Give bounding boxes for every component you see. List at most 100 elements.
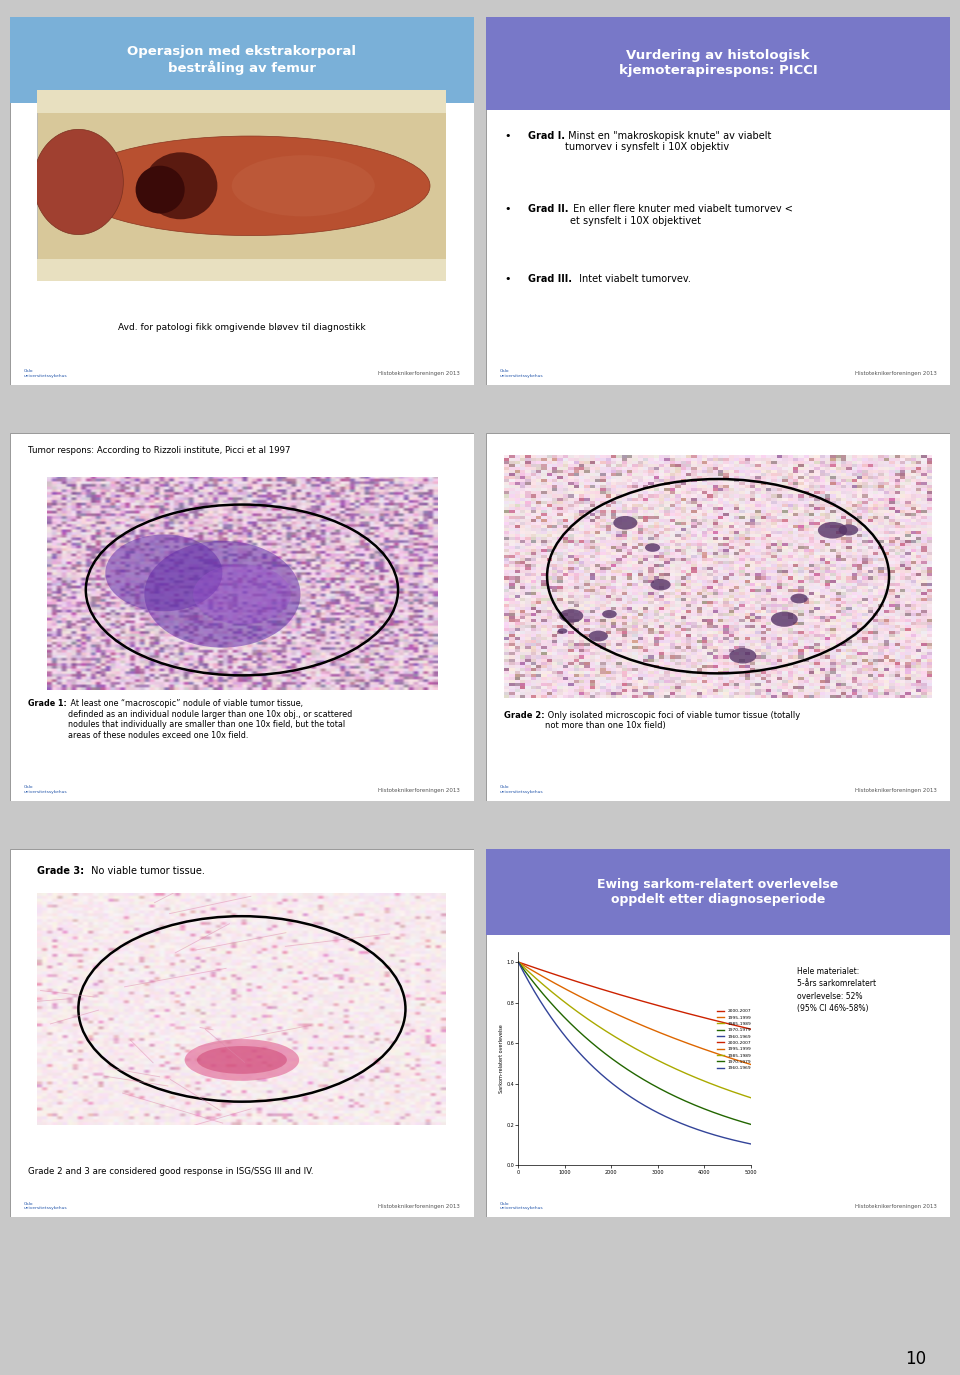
1970-1979 bbox=[651, 1078, 662, 1094]
Text: Grade 1:: Grade 1: bbox=[28, 700, 67, 708]
1985-1989 bbox=[513, 954, 524, 971]
Ellipse shape bbox=[645, 543, 660, 551]
1970-1979 bbox=[514, 954, 525, 971]
Ellipse shape bbox=[231, 155, 374, 216]
Text: •: • bbox=[504, 274, 511, 285]
1970-1979 bbox=[708, 1104, 720, 1121]
2000-2007 bbox=[655, 998, 666, 1015]
1995-1999 bbox=[723, 1049, 734, 1066]
Ellipse shape bbox=[135, 166, 184, 213]
Ellipse shape bbox=[588, 631, 608, 642]
1985-1989 bbox=[745, 1089, 756, 1106]
Text: Vurdering av histologisk
kjemoterapirespons: PICCI: Vurdering av histologisk kjemoterapiresp… bbox=[618, 49, 818, 77]
Ellipse shape bbox=[184, 1040, 300, 1081]
Text: Histoteknikerforeningen 2013: Histoteknikerforeningen 2013 bbox=[854, 1203, 936, 1209]
1985-1989 bbox=[514, 954, 525, 971]
Text: •: • bbox=[504, 205, 511, 214]
Text: Oslo
universitetssykehus: Oslo universitetssykehus bbox=[500, 785, 543, 795]
Text: 10: 10 bbox=[905, 1350, 926, 1368]
2000-2007 bbox=[708, 1012, 720, 1028]
Line: 1970-1979: 1970-1979 bbox=[518, 962, 751, 1125]
1985-1989 bbox=[650, 1050, 661, 1067]
1970-1979 bbox=[513, 954, 524, 971]
Bar bbox=[37, 91, 446, 113]
1995-1999 bbox=[651, 1023, 662, 1040]
Line: 2000-2007: 2000-2007 bbox=[518, 962, 751, 1028]
2000-2007 bbox=[651, 997, 662, 1013]
Ellipse shape bbox=[34, 129, 123, 235]
Ellipse shape bbox=[651, 579, 671, 590]
1960-1969 bbox=[708, 1126, 720, 1143]
1985-1989 bbox=[723, 1082, 734, 1099]
Text: Grad III.: Grad III. bbox=[528, 274, 571, 285]
Text: Histoteknikerforeningen 2013: Histoteknikerforeningen 2013 bbox=[854, 371, 936, 377]
Legend: 2000-2007, 1995-1999, 1985-1989, 1970-1979, 1960-1969, 2000-2007, 1995-1999, 198: 2000-2007, 1995-1999, 1985-1989, 1970-19… bbox=[715, 1008, 753, 1072]
1995-1999 bbox=[745, 1056, 756, 1072]
Text: Oslo
universitetssykehus: Oslo universitetssykehus bbox=[500, 1202, 543, 1210]
Ellipse shape bbox=[730, 648, 756, 664]
1985-1989 bbox=[651, 1052, 662, 1068]
Ellipse shape bbox=[818, 522, 847, 539]
Text: Grade 3:: Grade 3: bbox=[37, 866, 84, 876]
1970-1979 bbox=[655, 1081, 666, 1097]
1995-1999 bbox=[514, 954, 525, 971]
Text: Histoteknikerforeningen 2013: Histoteknikerforeningen 2013 bbox=[378, 371, 460, 377]
Text: Avd. for patologi fikk omgivende bløvev til diagnostikk: Avd. for patologi fikk omgivende bløvev … bbox=[118, 323, 366, 331]
Ellipse shape bbox=[560, 609, 584, 623]
Text: Histoteknikerforeningen 2013: Histoteknikerforeningen 2013 bbox=[854, 788, 936, 792]
Text: No viable tumor tissue.: No viable tumor tissue. bbox=[87, 866, 204, 876]
Text: Ewing sarkom-relatert overlevelse
oppdelt etter diagnoseperiode: Ewing sarkom-relatert overlevelse oppdel… bbox=[597, 879, 839, 906]
2000-2007 bbox=[513, 954, 524, 971]
Y-axis label: Sarkom-relatert overlevelse: Sarkom-relatert overlevelse bbox=[498, 1024, 504, 1093]
Bar bbox=[486, 16, 950, 110]
Text: At least one “macroscopic” nodule of viable tumor tissue,
definded as an individ: At least one “macroscopic” nodule of via… bbox=[68, 700, 352, 740]
Text: Grad II.: Grad II. bbox=[528, 205, 568, 214]
2000-2007 bbox=[514, 954, 525, 971]
1995-1999 bbox=[513, 954, 524, 971]
2000-2007 bbox=[745, 1020, 756, 1037]
Ellipse shape bbox=[790, 594, 807, 604]
Text: Grad I.: Grad I. bbox=[528, 131, 564, 140]
Line: 1960-1969: 1960-1969 bbox=[518, 962, 751, 1144]
Ellipse shape bbox=[106, 535, 223, 612]
Text: Tumor respons: According to Rizzoli institute, Picci et al 1997: Tumor respons: According to Rizzoli inst… bbox=[28, 446, 291, 455]
Text: Oslo
universitetssykehus: Oslo universitetssykehus bbox=[24, 785, 67, 795]
Ellipse shape bbox=[602, 610, 616, 619]
Ellipse shape bbox=[613, 516, 637, 529]
Ellipse shape bbox=[839, 524, 858, 535]
Line: 1995-1999: 1995-1999 bbox=[518, 962, 751, 1064]
1960-1969 bbox=[650, 1103, 661, 1119]
1985-1989 bbox=[708, 1077, 720, 1093]
1970-1979 bbox=[650, 1078, 661, 1094]
Bar bbox=[37, 258, 446, 282]
1960-1969 bbox=[651, 1104, 662, 1121]
Text: Oslo
universitetssykehus: Oslo universitetssykehus bbox=[24, 1202, 67, 1210]
Text: Histoteknikerforeningen 2013: Histoteknikerforeningen 2013 bbox=[378, 1203, 460, 1209]
Text: Minst en "makroskopisk knute" av viabelt
tumorvev i synsfelt i 10X objektiv: Minst en "makroskopisk knute" av viabelt… bbox=[565, 131, 771, 153]
1960-1969 bbox=[513, 954, 524, 971]
Text: Hele materialet:
5-års sarkomrelatert
overlevelse: 52%
(95% CI 46%-58%): Hele materialet: 5-års sarkomrelatert ov… bbox=[797, 967, 876, 1013]
1960-1969 bbox=[655, 1106, 666, 1122]
1995-1999 bbox=[708, 1045, 720, 1062]
Ellipse shape bbox=[558, 628, 567, 634]
Text: Only isolated microscopic foci of viable tumor tissue (totally
not more than one: Only isolated microscopic foci of viable… bbox=[545, 711, 801, 730]
Text: Oslo
universitetssykehus: Oslo universitetssykehus bbox=[500, 370, 543, 378]
Ellipse shape bbox=[144, 540, 300, 648]
1995-1999 bbox=[650, 1023, 661, 1040]
1960-1969 bbox=[723, 1130, 734, 1147]
Line: 1985-1989: 1985-1989 bbox=[518, 962, 751, 1097]
Ellipse shape bbox=[771, 612, 798, 627]
Bar bbox=[10, 16, 474, 103]
Text: En eller flere knuter med viabelt tumorvev <
et synsfelt i 10X objektivet: En eller flere knuter med viabelt tumorv… bbox=[570, 205, 793, 226]
Text: Grade 2 and 3 are considered good response in ISG/SSG III and IV.: Grade 2 and 3 are considered good respon… bbox=[28, 1167, 314, 1176]
Text: Operasjon med ekstrakorporal
bestråling av femur: Operasjon med ekstrakorporal bestråling … bbox=[128, 45, 356, 74]
1960-1969 bbox=[514, 956, 525, 972]
1970-1979 bbox=[745, 1116, 756, 1133]
1960-1969 bbox=[745, 1136, 756, 1152]
Text: Intet viabelt tumorvev.: Intet viabelt tumorvev. bbox=[576, 274, 690, 285]
Text: Histoteknikerforeningen 2013: Histoteknikerforeningen 2013 bbox=[378, 788, 460, 792]
Bar bbox=[486, 848, 950, 935]
Text: •: • bbox=[504, 131, 511, 140]
Text: Oslo
universitetssykehus: Oslo universitetssykehus bbox=[24, 370, 67, 378]
Text: Grade 2:: Grade 2: bbox=[504, 711, 545, 719]
